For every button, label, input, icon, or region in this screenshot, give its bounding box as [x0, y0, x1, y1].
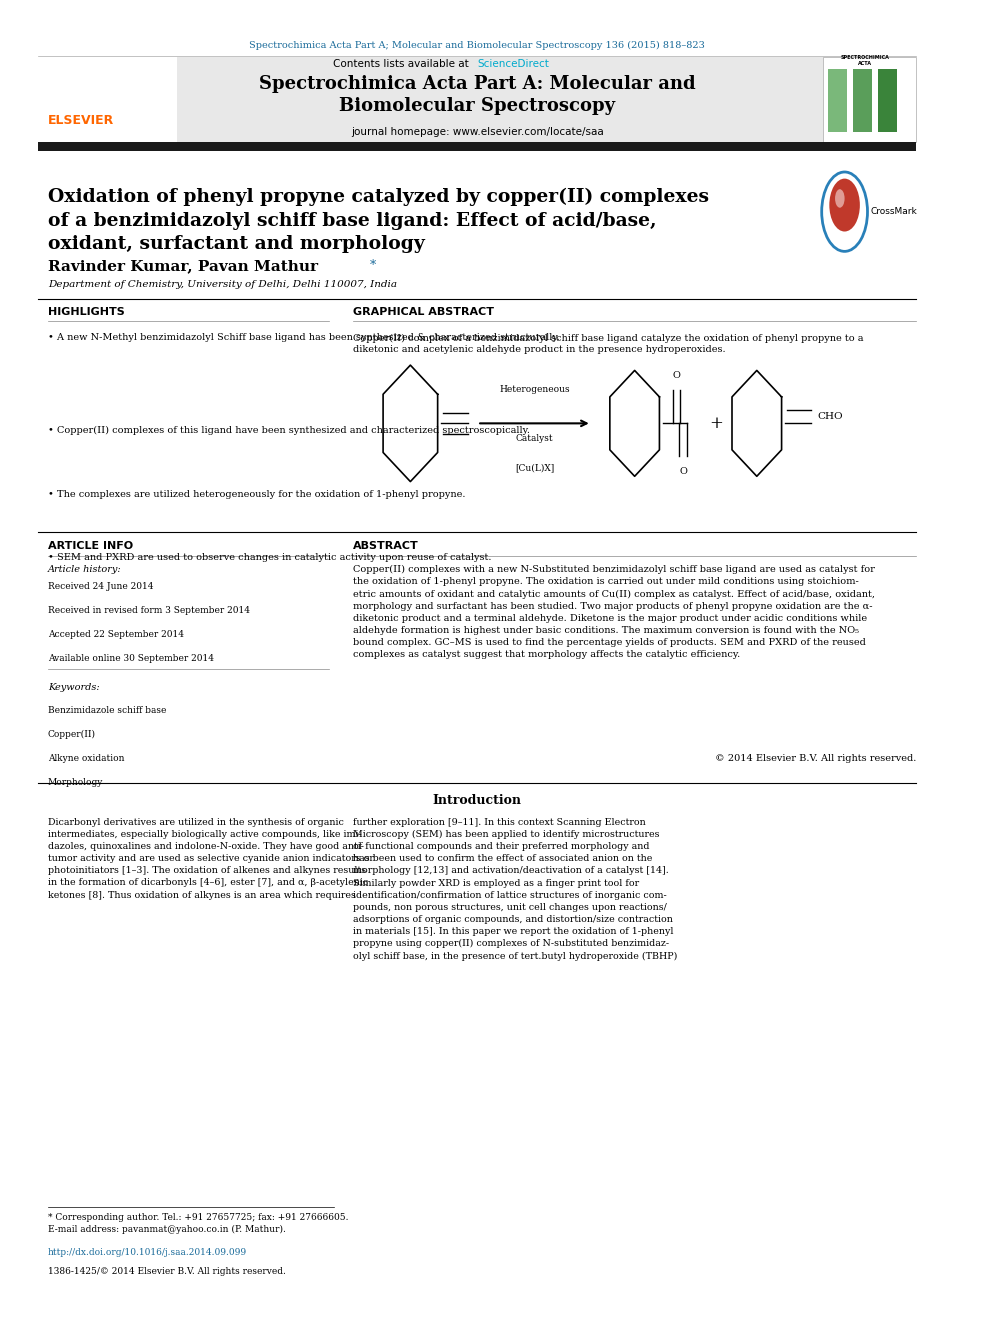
Text: O: O [673, 370, 681, 380]
Text: Ravinder Kumar, Pavan Mathur: Ravinder Kumar, Pavan Mathur [48, 259, 317, 274]
Text: Copper(II) complex of a benzimidazolyl schiff base ligand catalyze the oxidation: Copper(II) complex of a benzimidazolyl s… [353, 333, 864, 355]
Text: Heterogeneous: Heterogeneous [499, 385, 569, 394]
FancyBboxPatch shape [822, 57, 917, 142]
Text: GRAPHICAL ABSTRACT: GRAPHICAL ABSTRACT [353, 307, 494, 318]
Text: Available online 30 September 2014: Available online 30 September 2014 [48, 654, 213, 663]
Text: Oxidation of phenyl propyne catalyzed by copper(II) complexes
of a benzimidazoly: Oxidation of phenyl propyne catalyzed by… [48, 188, 708, 253]
Text: • The complexes are utilized heterogeneously for the oxidation of 1-phenyl propy: • The complexes are utilized heterogeneo… [48, 490, 465, 499]
Text: O: O [680, 467, 687, 476]
Text: Dicarbonyl derivatives are utilized in the synthesis of organic
intermediates, e: Dicarbonyl derivatives are utilized in t… [48, 818, 374, 900]
Ellipse shape [821, 172, 867, 251]
Text: ELSEVIER: ELSEVIER [48, 114, 114, 127]
Text: Catalyst: Catalyst [516, 434, 554, 443]
Text: Introduction: Introduction [433, 794, 522, 807]
Text: http://dx.doi.org/10.1016/j.saa.2014.09.099: http://dx.doi.org/10.1016/j.saa.2014.09.… [48, 1248, 247, 1257]
Text: [Cu(L)X]: [Cu(L)X] [515, 463, 555, 472]
Text: *: * [370, 259, 377, 273]
Ellipse shape [835, 189, 844, 208]
Text: ABSTRACT: ABSTRACT [353, 541, 419, 552]
Text: Department of Chemistry, University of Delhi, Delhi 110007, India: Department of Chemistry, University of D… [48, 280, 397, 290]
Ellipse shape [829, 179, 860, 232]
Text: Benzimidazole schiff base: Benzimidazole schiff base [48, 706, 166, 716]
Text: Contents lists available at: Contents lists available at [333, 58, 472, 69]
Text: Article history:: Article history: [48, 565, 121, 574]
Text: ScienceDirect: ScienceDirect [477, 58, 549, 69]
Bar [878, 69, 897, 132]
Bar [38, 142, 917, 151]
Text: Spectrochimica Acta Part A: Molecular and
Biomolecular Spectroscopy: Spectrochimica Acta Part A: Molecular an… [259, 75, 695, 115]
Text: Morphology: Morphology [48, 778, 103, 787]
Text: Accepted 22 September 2014: Accepted 22 September 2014 [48, 630, 184, 639]
Text: SPECTROCHIMICA
ACTA: SPECTROCHIMICA ACTA [840, 56, 889, 66]
Text: journal homepage: www.elsevier.com/locate/saa: journal homepage: www.elsevier.com/locat… [351, 127, 603, 138]
Text: +: + [709, 415, 723, 431]
Text: © 2014 Elsevier B.V. All rights reserved.: © 2014 Elsevier B.V. All rights reserved… [715, 754, 917, 763]
Text: Alkyne oxidation: Alkyne oxidation [48, 754, 124, 763]
Text: further exploration [9–11]. In this context Scanning Electron
Microscopy (SEM) h: further exploration [9–11]. In this cont… [353, 818, 678, 960]
Text: CHO: CHO [817, 413, 842, 421]
Bar [853, 69, 872, 132]
Text: HIGHLIGHTS: HIGHLIGHTS [48, 307, 124, 318]
Text: CrossMark: CrossMark [870, 208, 918, 216]
FancyBboxPatch shape [38, 57, 917, 142]
Text: • A new N-Methyl benzimidazolyl Schiff base ligand has been synthesized & charac: • A new N-Methyl benzimidazolyl Schiff b… [48, 333, 559, 343]
Text: Keywords:: Keywords: [48, 683, 99, 692]
Text: • SEM and PXRD are used to observe changes in catalytic activity upon reuse of c: • SEM and PXRD are used to observe chang… [48, 553, 491, 562]
Text: ARTICLE INFO: ARTICLE INFO [48, 541, 133, 552]
Text: Copper(II) complexes with a new N-Substituted benzimidazolyl schiff base ligand : Copper(II) complexes with a new N-Substi… [353, 565, 875, 659]
Text: Received in revised form 3 September 2014: Received in revised form 3 September 201… [48, 606, 250, 615]
Text: * Corresponding author. Tel.: +91 27657725; fax: +91 27666605.
E-mail address: p: * Corresponding author. Tel.: +91 276577… [48, 1213, 348, 1234]
Text: Received 24 June 2014: Received 24 June 2014 [48, 582, 153, 591]
Text: 1386-1425/© 2014 Elsevier B.V. All rights reserved.: 1386-1425/© 2014 Elsevier B.V. All right… [48, 1267, 286, 1277]
FancyBboxPatch shape [38, 57, 177, 142]
Bar [828, 69, 847, 132]
Text: • Copper(II) complexes of this ligand have been synthesized and characterized sp: • Copper(II) complexes of this ligand ha… [48, 426, 530, 435]
Text: Copper(II): Copper(II) [48, 730, 95, 740]
Text: Spectrochimica Acta Part A; Molecular and Biomolecular Spectroscopy 136 (2015) 8: Spectrochimica Acta Part A; Molecular an… [249, 41, 705, 49]
